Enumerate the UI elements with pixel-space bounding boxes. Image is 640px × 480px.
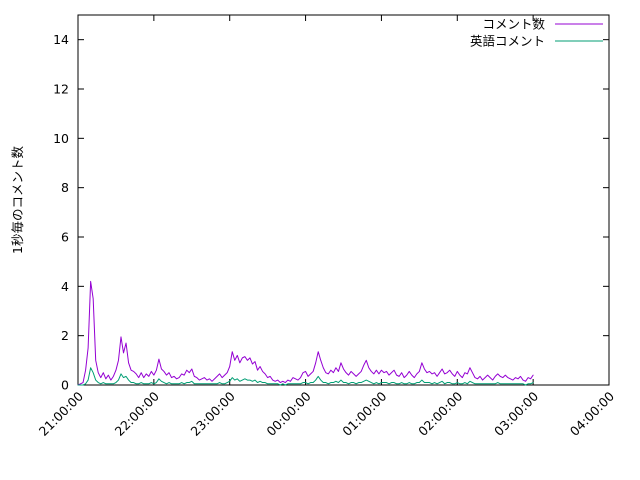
y-axis-tick: 14 [53, 32, 609, 47]
x-axis-tick: 23:00:00 [188, 15, 238, 439]
x-axis-tick-label: 03:00:00 [491, 388, 541, 438]
y-axis-tick: 12 [53, 82, 609, 97]
y-axis-tick-label: 4 [61, 279, 69, 294]
x-axis-tick-label: 04:00:00 [567, 388, 617, 438]
series-line-1 [77, 367, 534, 386]
y-axis-tick: 2 [61, 328, 609, 343]
x-axis-tick-label: 01:00:00 [339, 388, 389, 438]
y-axis-tick-label: 12 [53, 82, 69, 97]
x-axis-tick-label: 21:00:00 [36, 388, 86, 438]
y-axis-tick: 4 [61, 279, 609, 294]
y-axis-tick-label: 10 [53, 131, 69, 146]
x-axis-tick: 04:00:00 [567, 15, 617, 439]
series-line-0 [77, 280, 534, 386]
x-axis-tick-label: 22:00:00 [112, 388, 162, 438]
legend-label-0: コメント数 [482, 17, 545, 32]
x-axis-tick-label: 00:00:00 [263, 388, 313, 438]
x-axis-tick: 02:00:00 [415, 15, 465, 439]
y-axis-tick: 6 [61, 230, 609, 245]
y-axis-tick-label: 14 [53, 32, 69, 47]
legend-label-1: 英語コメント [470, 34, 545, 49]
y-axis-tick-label: 0 [61, 378, 69, 393]
y-axis-tick-label: 8 [61, 180, 69, 195]
y-axis-tick-label: 2 [61, 328, 69, 343]
y-axis-tick-label: 6 [61, 230, 69, 245]
x-axis-tick-label: 02:00:00 [415, 388, 465, 438]
x-axis-tick-label: 23:00:00 [188, 388, 238, 438]
x-axis-tick: 01:00:00 [339, 15, 390, 439]
y-axis-tick: 10 [53, 131, 609, 146]
x-axis-tick: 00:00:00 [263, 15, 314, 439]
y-axis-tick: 8 [61, 180, 609, 195]
y-axis-label: 1秒毎のコメント数 [10, 146, 25, 254]
plot-border [77, 14, 610, 386]
x-axis-tick: 21:00:00 [36, 15, 86, 439]
